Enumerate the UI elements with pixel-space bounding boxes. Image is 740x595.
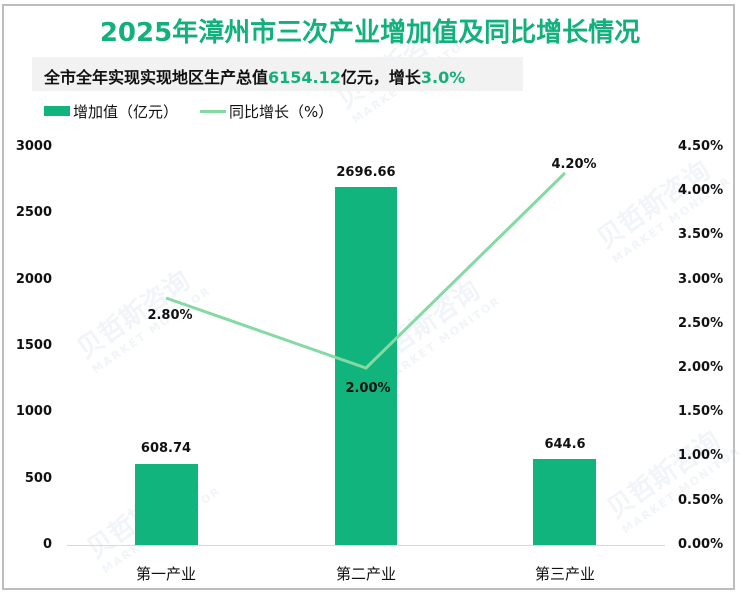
bar-value-label: 2696.66 xyxy=(336,165,396,180)
left-axis-tick: 3000 xyxy=(15,139,52,154)
growth-line xyxy=(165,171,567,370)
left-axis-tick: 2500 xyxy=(15,205,52,220)
right-axis-tick: 2.50% xyxy=(678,316,724,331)
right-axis-tick: 3.50% xyxy=(678,227,724,242)
x-axis-category: 第三产业 xyxy=(534,565,595,583)
subtitle-background xyxy=(32,57,523,91)
left-axis-tick: 1000 xyxy=(15,404,52,419)
right-axis-tick: 0.00% xyxy=(678,537,724,552)
gdp-value: 6154.12 xyxy=(268,68,341,87)
bar-swatch-icon xyxy=(44,106,70,116)
line-value-label: 2.80% xyxy=(147,308,193,323)
subtitle-middle: 亿元，增长 xyxy=(340,68,421,87)
right-axis-tick: 4.00% xyxy=(678,183,724,198)
bar-primary-industry[interactable] xyxy=(135,464,198,545)
left-axis-tick: 1500 xyxy=(15,338,52,353)
bar-tertiary-industry[interactable] xyxy=(533,459,596,545)
line-value-label: 2.00% xyxy=(345,381,391,396)
left-axis-tick: 500 xyxy=(24,471,52,486)
subtitle: 全市全年实现实现地区生产总值6154.12亿元，增长3.0% xyxy=(44,64,465,88)
bar-value-label: 608.74 xyxy=(140,441,192,456)
legend-item-line[interactable]: 同比增长（%） xyxy=(200,101,333,122)
right-axis-tick: 4.50% xyxy=(678,139,724,154)
subtitle-prefix: 全市全年实现实现地区生产总值 xyxy=(44,68,269,87)
line-value-label: 4.20% xyxy=(551,157,597,172)
right-axis-tick: 1.50% xyxy=(678,404,724,419)
x-axis-category: 第一产业 xyxy=(135,565,196,583)
bar-value-label: 644.6 xyxy=(544,437,586,452)
x-axis-category: 第二产业 xyxy=(335,565,396,583)
right-axis-tick: 3.00% xyxy=(678,272,724,287)
legend-line-label: 同比增长（%） xyxy=(229,102,334,121)
left-axis-tick: 0 xyxy=(42,537,52,552)
right-axis-tick: 0.50% xyxy=(678,493,724,508)
right-axis-tick: 1.00% xyxy=(678,448,724,463)
legend-bar-label: 增加值（亿元） xyxy=(73,102,179,121)
left-axis-tick: 2000 xyxy=(15,272,52,287)
line-swatch-icon xyxy=(200,109,227,113)
right-axis-tick: 2.00% xyxy=(678,360,724,375)
x-axis-line xyxy=(67,545,665,546)
growth-value: 3.0% xyxy=(420,68,466,87)
legend-item-bar[interactable]: 增加值（亿元） xyxy=(44,101,178,122)
legend: 增加值（亿元） 同比增长（%） xyxy=(44,101,355,121)
chart-title: 2025年漳州市三次产业增加值及同比增长情况 xyxy=(99,18,641,48)
